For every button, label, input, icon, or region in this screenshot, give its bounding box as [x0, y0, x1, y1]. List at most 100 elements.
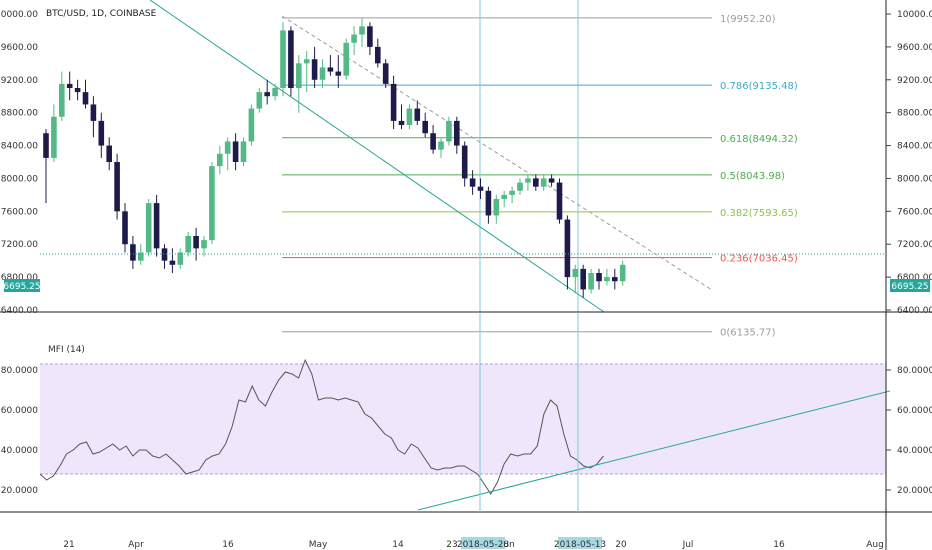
- time-tick-label: Aug: [866, 540, 884, 550]
- candle-body[interactable]: [398, 120, 405, 125]
- candle-body[interactable]: [177, 252, 184, 265]
- candle-body[interactable]: [153, 203, 160, 249]
- trendlines[interactable]: [149, 0, 713, 313]
- mfi-trendline[interactable]: [417, 390, 891, 511]
- candle-body[interactable]: [430, 133, 436, 150]
- candle-body[interactable]: [303, 59, 310, 64]
- candle-body[interactable]: [319, 67, 326, 80]
- candle-body[interactable]: [264, 92, 270, 97]
- candle-body[interactable]: [406, 108, 413, 125]
- candle-body[interactable]: [256, 92, 263, 109]
- candle-body[interactable]: [311, 59, 318, 80]
- candle-body[interactable]: [122, 211, 128, 245]
- candle-body[interactable]: [161, 248, 168, 261]
- candle-body[interactable]: [461, 145, 468, 179]
- candle-body[interactable]: [556, 182, 563, 220]
- price-tick-label-left: 7600.00: [1, 207, 38, 217]
- time-tick-label: 20: [615, 540, 627, 550]
- candle-body[interactable]: [51, 116, 57, 158]
- candle-body[interactable]: [548, 178, 555, 183]
- candle-body[interactable]: [296, 63, 302, 88]
- candle-body[interactable]: [209, 166, 215, 241]
- price-tick-label: 8400.00: [897, 142, 932, 152]
- price-axis-right[interactable]: 10000.00 9600.00 9200.00 8800.00 8400.00 8000…: [886, 10, 932, 316]
- mfi-axis-right[interactable]: 80.0000 60.0000 40.0000 20.0000: [886, 366, 932, 496]
- candle-body[interactable]: [248, 108, 255, 142]
- candle-body[interactable]: [288, 30, 294, 89]
- candle-body[interactable]: [517, 182, 523, 191]
- price-badge-right-bg: [890, 279, 930, 292]
- candle-body[interactable]: [201, 240, 207, 249]
- candle-body[interactable]: [343, 42, 349, 76]
- candle-body[interactable]: [422, 120, 428, 134]
- price-badge-right: 6695.25: [891, 282, 928, 292]
- candle-body[interactable]: [446, 120, 452, 142]
- candlestick-series[interactable]: [43, 18, 626, 298]
- candle-body[interactable]: [106, 145, 112, 162]
- candle-body[interactable]: [98, 120, 105, 146]
- candle-body[interactable]: [572, 268, 579, 278]
- candle-body[interactable]: [390, 83, 397, 121]
- candle-body[interactable]: [438, 141, 444, 150]
- candle-body[interactable]: [43, 133, 49, 158]
- candle-body[interactable]: [414, 108, 421, 121]
- candle-body[interactable]: [169, 260, 176, 265]
- candle-body[interactable]: [469, 178, 476, 187]
- mfi-tick-label-left: 80.0000: [1, 366, 38, 376]
- candle-body[interactable]: [138, 252, 144, 261]
- descending-trendline[interactable]: [149, 0, 605, 313]
- price-tick-label-left: 8400.00: [1, 142, 38, 152]
- candle-body[interactable]: [604, 277, 610, 282]
- candle-body[interactable]: [185, 236, 191, 253]
- candle-body[interactable]: [485, 190, 492, 216]
- fib-diagonal-dashed[interactable]: [281, 15, 713, 291]
- price-tick-label-left: 9600.00: [1, 43, 38, 53]
- price-badge-left-bg: [4, 279, 40, 292]
- candle-body[interactable]: [130, 244, 136, 261]
- candle-body[interactable]: [217, 153, 223, 167]
- candle-body[interactable]: [612, 277, 618, 282]
- candle-body[interactable]: [240, 141, 247, 162]
- candle-body[interactable]: [280, 30, 286, 89]
- candle-body[interactable]: [533, 178, 539, 187]
- mfi-line[interactable]: [39, 358, 604, 495]
- time-crosshair-label-bg: [461, 537, 505, 549]
- candle-body[interactable]: [232, 141, 239, 162]
- candle-body[interactable]: [74, 88, 81, 93]
- candle-body[interactable]: [327, 67, 334, 72]
- candle-body[interactable]: [367, 26, 373, 47]
- candle-body[interactable]: [619, 264, 626, 282]
- candle-body[interactable]: [66, 83, 73, 88]
- candle-body[interactable]: [525, 178, 531, 183]
- candle-body[interactable]: [359, 26, 365, 35]
- candle-body[interactable]: [224, 141, 231, 154]
- candle-body[interactable]: [351, 34, 357, 43]
- mfi-axis-left: 80.0000 60.0000 40.0000 20.0000: [1, 366, 38, 496]
- candle-body[interactable]: [580, 268, 586, 290]
- candle-body[interactable]: [501, 194, 507, 199]
- fibonacci-retracement[interactable]: 1(9952.20) 0.786(9135.48) 0.618(8494.32) 0.…: [282, 14, 798, 339]
- candle-body[interactable]: [335, 71, 342, 76]
- candle-body[interactable]: [193, 236, 199, 249]
- fib-level-label: 0.786(9135.48): [720, 81, 798, 92]
- candle-body[interactable]: [493, 199, 500, 216]
- candle-body[interactable]: [454, 120, 460, 146]
- candle-body[interactable]: [375, 46, 381, 64]
- candle-body[interactable]: [82, 92, 89, 105]
- candle-body[interactable]: [540, 178, 547, 187]
- candle-body[interactable]: [145, 203, 152, 253]
- candle-body[interactable]: [588, 273, 594, 290]
- price-tick-label-left: 7200.00: [1, 240, 38, 250]
- candle-body[interactable]: [114, 162, 120, 212]
- candle-body[interactable]: [477, 186, 484, 191]
- candle-body[interactable]: [59, 83, 65, 117]
- candle-body[interactable]: [382, 63, 389, 84]
- candle-body[interactable]: [272, 88, 278, 97]
- candle-body[interactable]: [90, 104, 97, 121]
- fib-level-label: 0.5(8043.98): [720, 171, 785, 182]
- candle-body[interactable]: [509, 190, 515, 195]
- candle-body[interactable]: [564, 219, 571, 278]
- candle-body[interactable]: [596, 273, 602, 282]
